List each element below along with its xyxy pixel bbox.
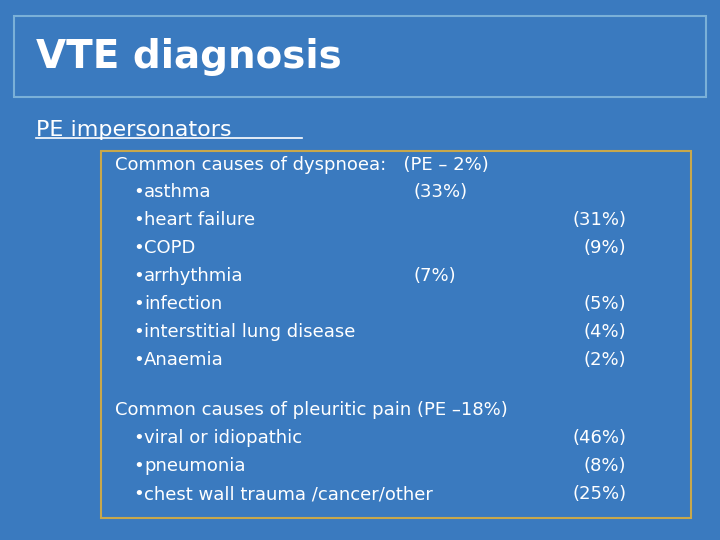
Text: (7%): (7%) (414, 267, 456, 285)
Text: asthma: asthma (144, 183, 212, 201)
Text: •: • (133, 183, 144, 201)
Text: (8%): (8%) (584, 457, 626, 475)
Text: (46%): (46%) (572, 429, 626, 447)
Text: •: • (133, 457, 144, 475)
Text: (33%): (33%) (414, 183, 468, 201)
Text: heart failure: heart failure (144, 211, 255, 229)
Text: VTE diagnosis: VTE diagnosis (36, 38, 342, 76)
Text: interstitial lung disease: interstitial lung disease (144, 323, 356, 341)
Text: (2%): (2%) (584, 351, 626, 369)
Text: chest wall trauma /cancer/other: chest wall trauma /cancer/other (144, 485, 433, 503)
Text: •: • (133, 267, 144, 285)
Text: •: • (133, 429, 144, 447)
Text: •: • (133, 239, 144, 257)
Text: PE impersonators: PE impersonators (36, 119, 232, 140)
Text: viral or idiopathic: viral or idiopathic (144, 429, 302, 447)
Text: (5%): (5%) (584, 295, 626, 313)
Text: (25%): (25%) (572, 485, 626, 503)
Text: Common causes of pleuritic pain (PE –18%): Common causes of pleuritic pain (PE –18%… (115, 401, 508, 419)
Text: infection: infection (144, 295, 222, 313)
FancyBboxPatch shape (14, 16, 706, 97)
Text: (4%): (4%) (584, 323, 626, 341)
Text: (9%): (9%) (584, 239, 626, 257)
Text: pneumonia: pneumonia (144, 457, 246, 475)
Text: arrhythmia: arrhythmia (144, 267, 243, 285)
FancyBboxPatch shape (101, 151, 691, 518)
Text: •: • (133, 295, 144, 313)
Text: •: • (133, 351, 144, 369)
Text: •: • (133, 211, 144, 229)
Text: Common causes of dyspnoea:   (PE – 2%): Common causes of dyspnoea: (PE – 2%) (115, 156, 489, 174)
Text: •: • (133, 485, 144, 503)
Text: Anaemia: Anaemia (144, 351, 224, 369)
Text: (31%): (31%) (572, 211, 626, 229)
Text: •: • (133, 323, 144, 341)
Text: COPD: COPD (144, 239, 195, 257)
